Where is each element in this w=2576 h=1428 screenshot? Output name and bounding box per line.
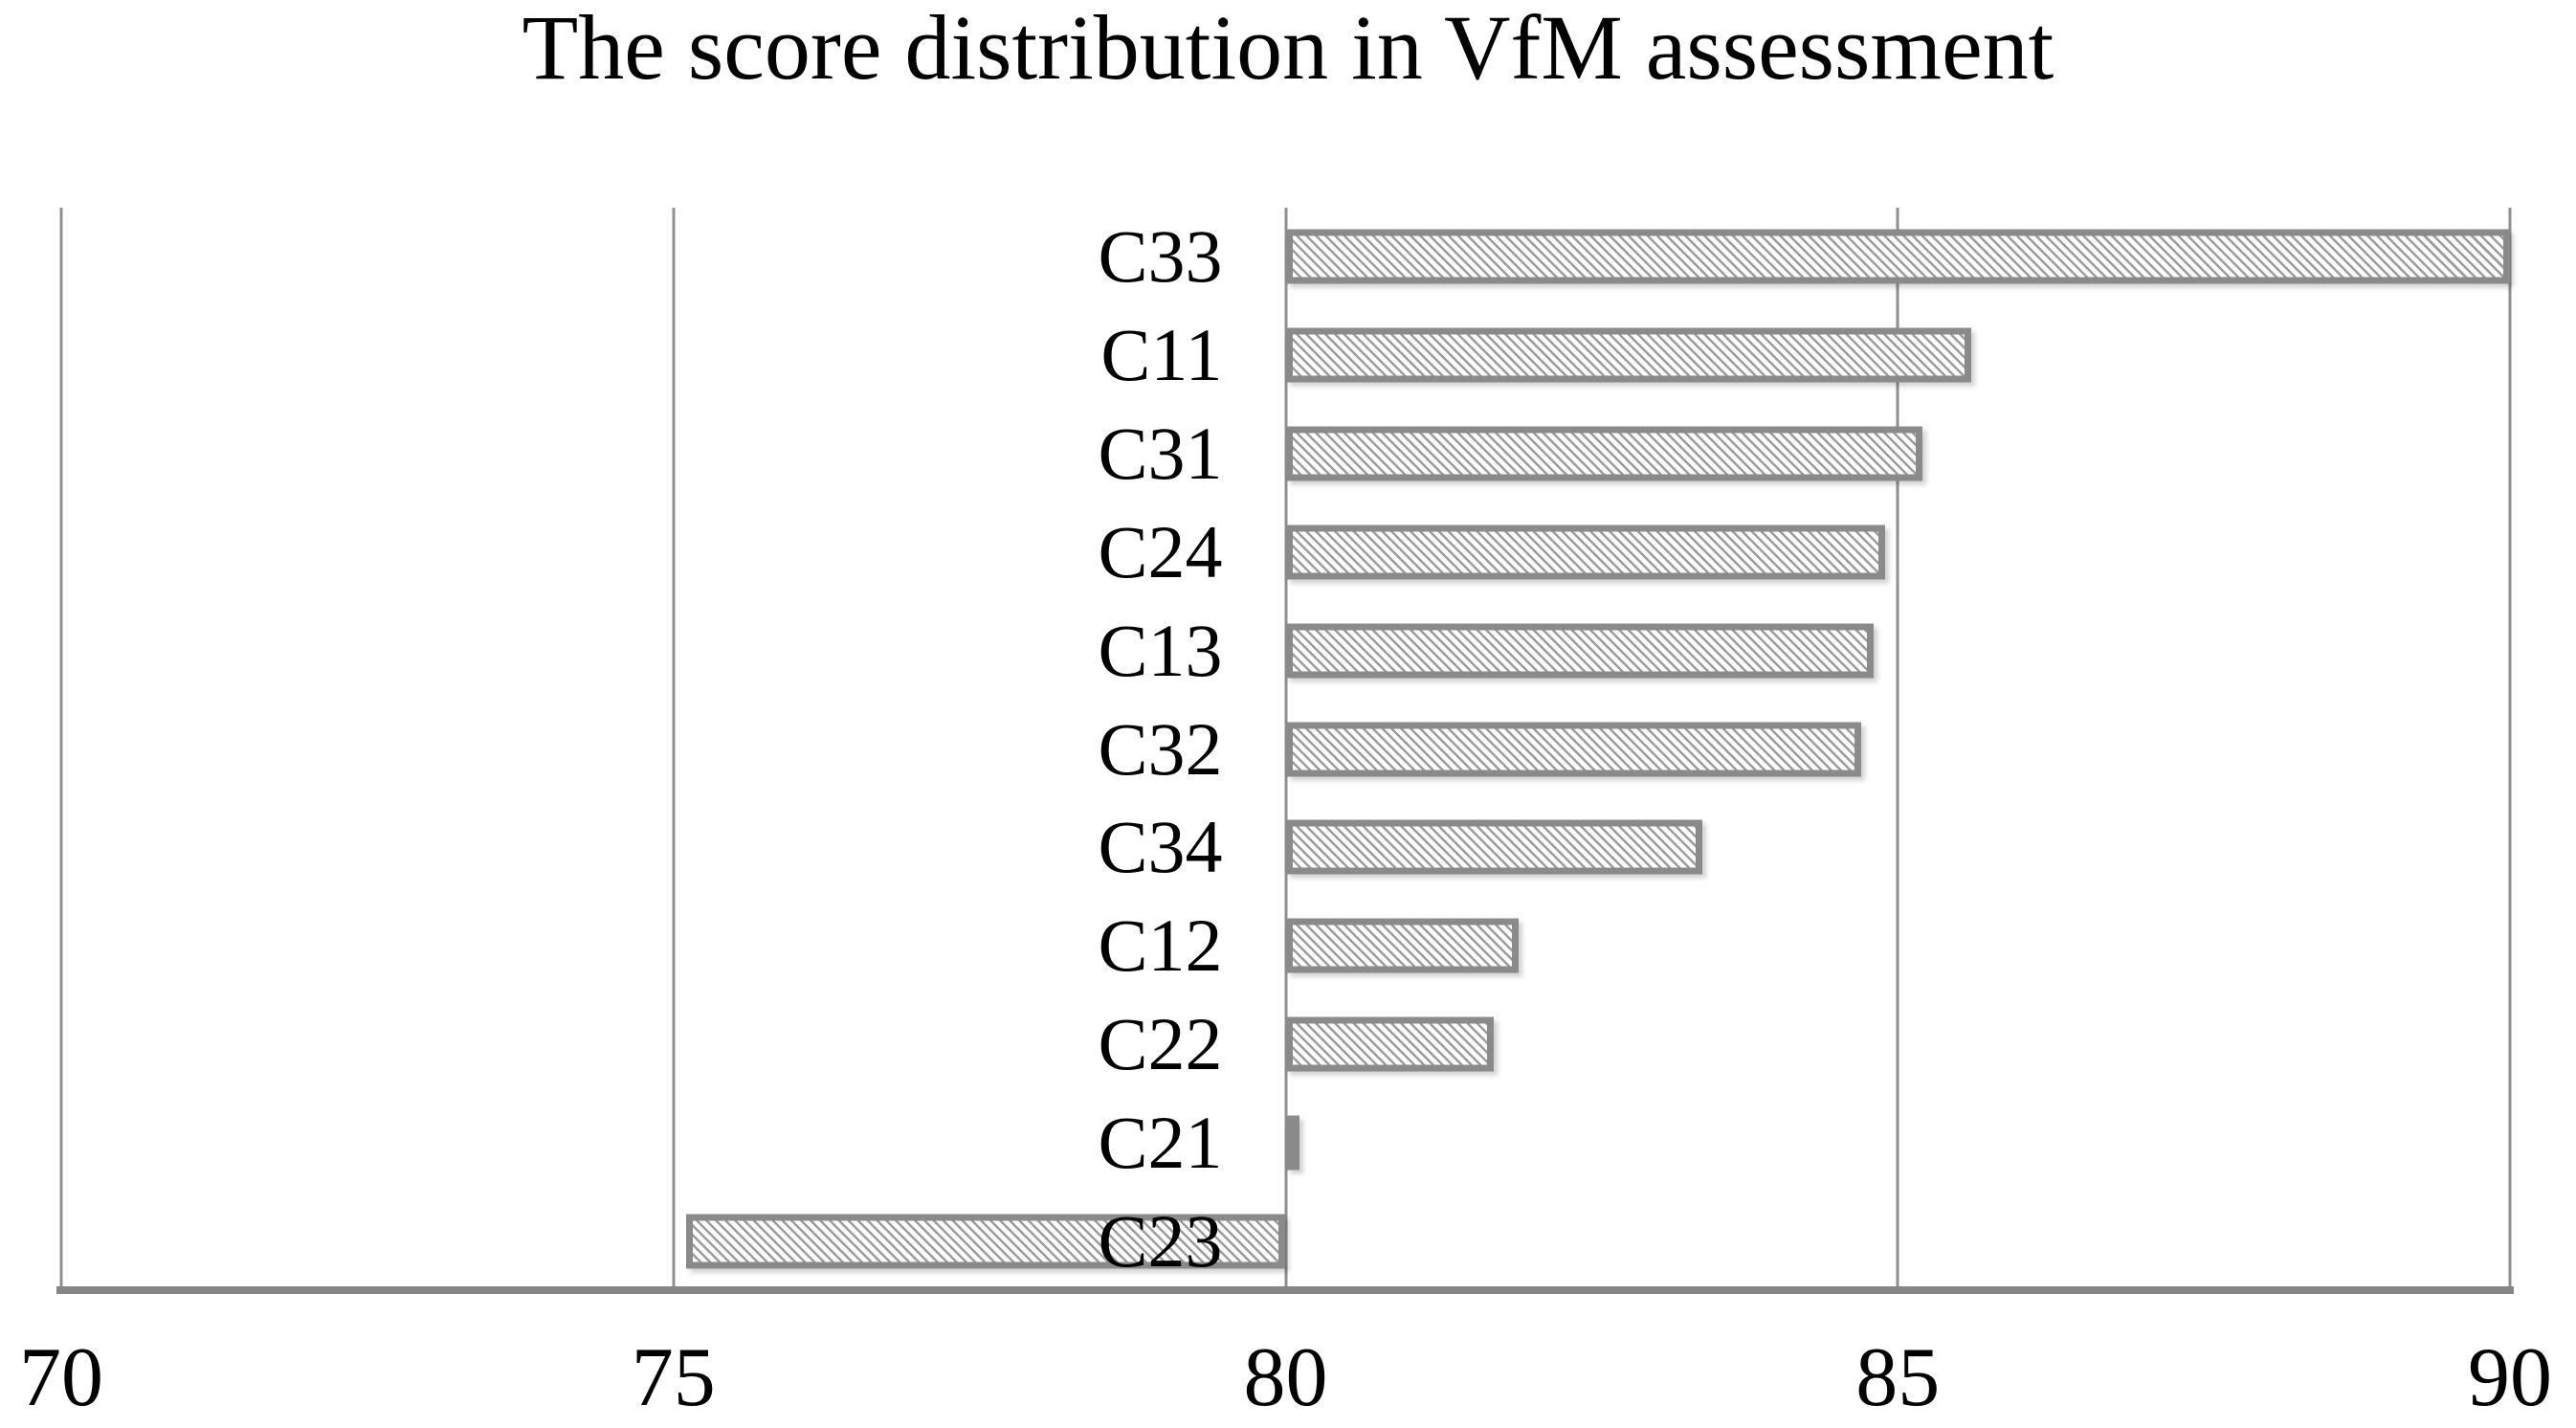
category-label-C12: C12 xyxy=(1098,904,1223,988)
gridline-70 xyxy=(59,208,63,1290)
x-tick-label-70: 70 xyxy=(19,1331,103,1424)
category-label-C34: C34 xyxy=(1098,805,1223,889)
category-label-C22: C22 xyxy=(1098,1001,1223,1085)
bar-C31 xyxy=(1285,426,1922,481)
category-label-C13: C13 xyxy=(1098,608,1223,692)
category-label-C24: C24 xyxy=(1098,509,1223,593)
gridline-85 xyxy=(1896,208,1899,1290)
x-tick-label-75: 75 xyxy=(631,1331,716,1424)
category-label-C11: C11 xyxy=(1100,313,1223,397)
bar-C11 xyxy=(1285,327,1972,383)
x-tick-label-80: 80 xyxy=(1243,1331,1328,1424)
bar-C21 xyxy=(1285,1115,1299,1171)
bar-C13 xyxy=(1285,623,1874,679)
category-label-C32: C32 xyxy=(1098,706,1223,791)
category-label-C33: C33 xyxy=(1098,214,1223,299)
x-axis-line xyxy=(56,1286,2514,1294)
chart-title: The score distribution in VfM assessment xyxy=(522,0,2054,99)
bar-C23 xyxy=(685,1214,1286,1269)
plot-area: C33 C11 C31 C24 C13 C32 C34 C12 C22 C21 C23 xyxy=(56,208,2514,1294)
bar-C22 xyxy=(1285,1016,1494,1072)
category-label-C21: C21 xyxy=(1098,1100,1223,1184)
bar-C34 xyxy=(1285,819,1702,875)
x-tick-label-85: 85 xyxy=(1855,1331,1941,1424)
x-axis-tick-labels: 70 75 80 85 90 xyxy=(19,1331,2552,1428)
x-tick-label-90: 90 xyxy=(2468,1331,2552,1424)
gridline-75 xyxy=(672,208,676,1290)
bar-C12 xyxy=(1285,918,1519,973)
bar-C32 xyxy=(1285,722,1861,776)
bar-C33 xyxy=(1285,229,2510,284)
category-label-C31: C31 xyxy=(1098,412,1223,496)
gridline-90 xyxy=(2508,208,2512,1290)
category-label-C23: C23 xyxy=(1098,1198,1223,1283)
bar-C24 xyxy=(1285,524,1886,580)
